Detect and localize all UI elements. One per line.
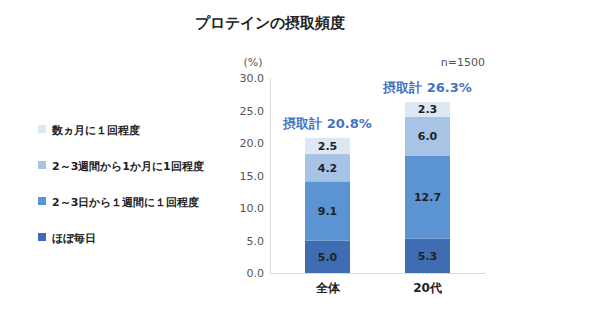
y-axis-label: (%) bbox=[243, 56, 262, 69]
y-tick: 10.0 bbox=[240, 202, 271, 215]
x-tick: 全体 bbox=[315, 273, 341, 295]
legend-label: 2～3日から１週間に１回程度 bbox=[52, 196, 199, 209]
title: プロテインの摂取頻度 bbox=[195, 14, 345, 32]
legend: 数ヵ月に１回程度 2～3週間から1か月に1回程度 2～3日から１週間に１回程度ほぼ毎… bbox=[38, 124, 204, 245]
x-axis: 全体 20代 bbox=[271, 273, 486, 295]
x-axis-line bbox=[271, 273, 486, 274]
data-label: 6.0 bbox=[418, 130, 438, 143]
legend-swatch bbox=[38, 125, 46, 133]
y-tick-label: 25.0 bbox=[240, 105, 265, 118]
series bbox=[305, 239, 450, 273]
legend-item: 数ヵ月に１回程度 bbox=[38, 124, 140, 137]
legend-item: ほぼ毎日 bbox=[38, 232, 96, 245]
legend-item: 2～3日から１週間に１回程度 bbox=[38, 196, 199, 209]
legend-label: 数ヵ月に１回程度 bbox=[51, 124, 140, 137]
y-tick-label: 0.0 bbox=[247, 267, 265, 280]
data-label: 9.1 bbox=[318, 205, 338, 218]
x-tick-label: 20代 bbox=[413, 281, 442, 295]
y-axis-line bbox=[270, 79, 271, 274]
bar-segment bbox=[405, 117, 450, 156]
y-tick: 25.0 bbox=[240, 105, 271, 118]
data-label: 12.7 bbox=[414, 191, 441, 204]
y-tick-label: 30.0 bbox=[240, 72, 265, 85]
series bbox=[305, 156, 450, 241]
y-tick: 5.0 bbox=[247, 235, 271, 248]
y-tick: 30.0 bbox=[240, 72, 271, 85]
bar-segment bbox=[405, 156, 450, 239]
data-label: 5.3 bbox=[418, 250, 438, 263]
bar-segment bbox=[305, 138, 350, 154]
y-tick-label: 20.0 bbox=[240, 137, 265, 150]
data-label: 2.3 bbox=[418, 103, 438, 116]
y-tick-label: 10.0 bbox=[240, 202, 265, 215]
y-tick: 20.0 bbox=[240, 137, 271, 150]
bar-segment bbox=[405, 239, 450, 273]
legend-swatch bbox=[38, 197, 46, 205]
legend-item: 2～3週間から1か月に1回程度 bbox=[38, 160, 204, 173]
data-label: 2.5 bbox=[318, 140, 338, 153]
y-tick: 0.0 bbox=[247, 267, 271, 280]
bar-segment bbox=[305, 181, 350, 240]
data-label: 5.0 bbox=[318, 251, 338, 264]
legend-label: 2～3週間から1か月に1回程度 bbox=[52, 160, 204, 173]
x-tick: 20代 bbox=[413, 273, 442, 295]
legend-label: ほぼ毎日 bbox=[52, 232, 96, 245]
y-axis: 0.0 5.0 10.0 15.0 20.0 25.0 30.0 bbox=[240, 72, 271, 280]
annotation: 摂取計 20.8% bbox=[282, 116, 372, 131]
data-label: 4.2 bbox=[318, 162, 338, 175]
annotation: 摂取計 26.3% bbox=[382, 80, 472, 95]
y-tick: 15.0 bbox=[240, 170, 271, 183]
x-tick-label: 全体 bbox=[315, 281, 341, 295]
sample-size: n=1500 bbox=[441, 56, 485, 69]
chart: プロテインの摂取頻度 0.0 5.0 10.0 15.0 20.0 25.0 30.0 (%) n… bbox=[0, 0, 610, 310]
legend-swatch bbox=[38, 233, 46, 241]
y-tick-label: 5.0 bbox=[247, 235, 265, 248]
y-tick-label: 15.0 bbox=[240, 170, 265, 183]
bar-segment bbox=[405, 102, 450, 117]
bar-segment bbox=[305, 241, 350, 274]
bar-segment bbox=[305, 154, 350, 181]
legend-swatch bbox=[38, 161, 46, 169]
